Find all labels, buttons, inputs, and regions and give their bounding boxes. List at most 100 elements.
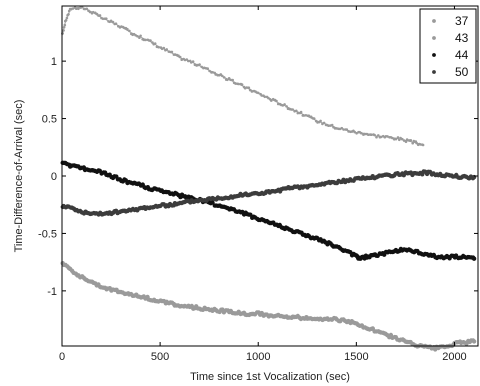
- data-point: [114, 22, 118, 26]
- data-point: [302, 114, 306, 117]
- data-point: [276, 102, 280, 106]
- data-point: [221, 74, 224, 78]
- data-point: [240, 83, 244, 86]
- y-tick-label: 1: [51, 56, 57, 68]
- data-point: [394, 137, 398, 141]
- data-point: [304, 114, 308, 117]
- legend-label: 37: [455, 14, 469, 28]
- data-point: [206, 67, 209, 70]
- legend-label: 50: [455, 65, 469, 79]
- data-point: [312, 117, 316, 120]
- y-tick-label: -1: [47, 286, 57, 298]
- legend-marker: [432, 19, 436, 23]
- series-37: [61, 5, 425, 147]
- data-point: [401, 137, 404, 141]
- data-point: [138, 36, 141, 39]
- data-point: [62, 29, 65, 32]
- data-point: [226, 78, 229, 82]
- data-point: [471, 339, 477, 344]
- data-point: [63, 23, 67, 27]
- data-point: [404, 140, 408, 144]
- data-point: [322, 121, 326, 125]
- series-43: [60, 261, 477, 352]
- data-point: [149, 39, 152, 42]
- data-point: [471, 256, 477, 261]
- data-point: [367, 133, 370, 136]
- data-point: [405, 138, 409, 141]
- data-point: [214, 73, 217, 76]
- x-tick-label: 2000: [442, 351, 466, 363]
- data-point: [340, 126, 344, 130]
- data-point: [330, 123, 334, 127]
- y-tick-label: -0.5: [38, 228, 57, 240]
- data-point: [75, 7, 78, 10]
- data-point: [91, 10, 95, 14]
- data-point: [109, 19, 113, 23]
- data-point: [296, 111, 300, 115]
- legend-marker: [432, 70, 436, 74]
- data-point: [229, 78, 232, 82]
- data-point: [144, 38, 147, 42]
- data-point: [210, 200, 215, 205]
- data-point: [98, 14, 102, 17]
- data-point: [247, 86, 251, 89]
- data-point: [64, 19, 68, 22]
- data-point: [270, 99, 273, 102]
- x-axis-title: Time since 1st Vocalization (sec): [190, 371, 350, 383]
- data-point: [211, 71, 214, 74]
- data-point: [198, 63, 201, 66]
- data-point: [263, 95, 267, 99]
- data-point: [291, 108, 295, 111]
- legend-entry-44: 44: [432, 48, 469, 62]
- data-point: [245, 86, 249, 89]
- data-point: [77, 7, 80, 11]
- legend-items: 37 43 44 50: [432, 14, 469, 79]
- data-point: [307, 114, 311, 118]
- data-point: [373, 133, 376, 137]
- data-point: [136, 35, 139, 38]
- data-point: [363, 132, 367, 136]
- data-point: [65, 16, 69, 20]
- legend-marker: [432, 36, 436, 40]
- data-point: [170, 50, 174, 54]
- data-point: [345, 128, 349, 131]
- data-point: [128, 29, 131, 33]
- legend-box: [419, 8, 477, 84]
- series-44: [60, 160, 477, 261]
- data-point: [342, 128, 345, 131]
- data-point: [180, 58, 183, 61]
- data-point: [353, 130, 357, 134]
- data-point: [231, 78, 234, 82]
- series-50: [60, 169, 477, 217]
- data-point: [153, 42, 157, 45]
- data-point: [409, 139, 413, 142]
- ticks-layer: 0 500 1000 1500 2000 -1 -0.5 0 0.5 1: [38, 6, 478, 363]
- data-point: [178, 55, 182, 59]
- data-point: [208, 69, 211, 73]
- data-point: [250, 90, 254, 93]
- data-point: [187, 59, 190, 63]
- data-point: [319, 119, 322, 123]
- data-point: [295, 109, 298, 113]
- data-point: [191, 60, 195, 63]
- data-point: [327, 124, 330, 127]
- x-tick-label: 1500: [344, 351, 368, 363]
- data-point: [222, 76, 226, 79]
- x-tick-label: 1000: [246, 351, 270, 363]
- data-point: [355, 132, 358, 135]
- data-point: [299, 110, 303, 114]
- data-point: [411, 141, 415, 145]
- data-point: [101, 17, 105, 21]
- data-point: [237, 82, 240, 86]
- data-point: [234, 82, 237, 85]
- data-point: [391, 136, 394, 140]
- data-point: [257, 91, 260, 95]
- y-tick-label: 0: [51, 171, 57, 183]
- x-tick-label: 500: [151, 351, 169, 363]
- data-point: [396, 136, 400, 139]
- data-point: [275, 99, 278, 103]
- data-point: [139, 34, 142, 38]
- data-point: [162, 46, 166, 50]
- y-tick-label: 0.5: [42, 114, 57, 126]
